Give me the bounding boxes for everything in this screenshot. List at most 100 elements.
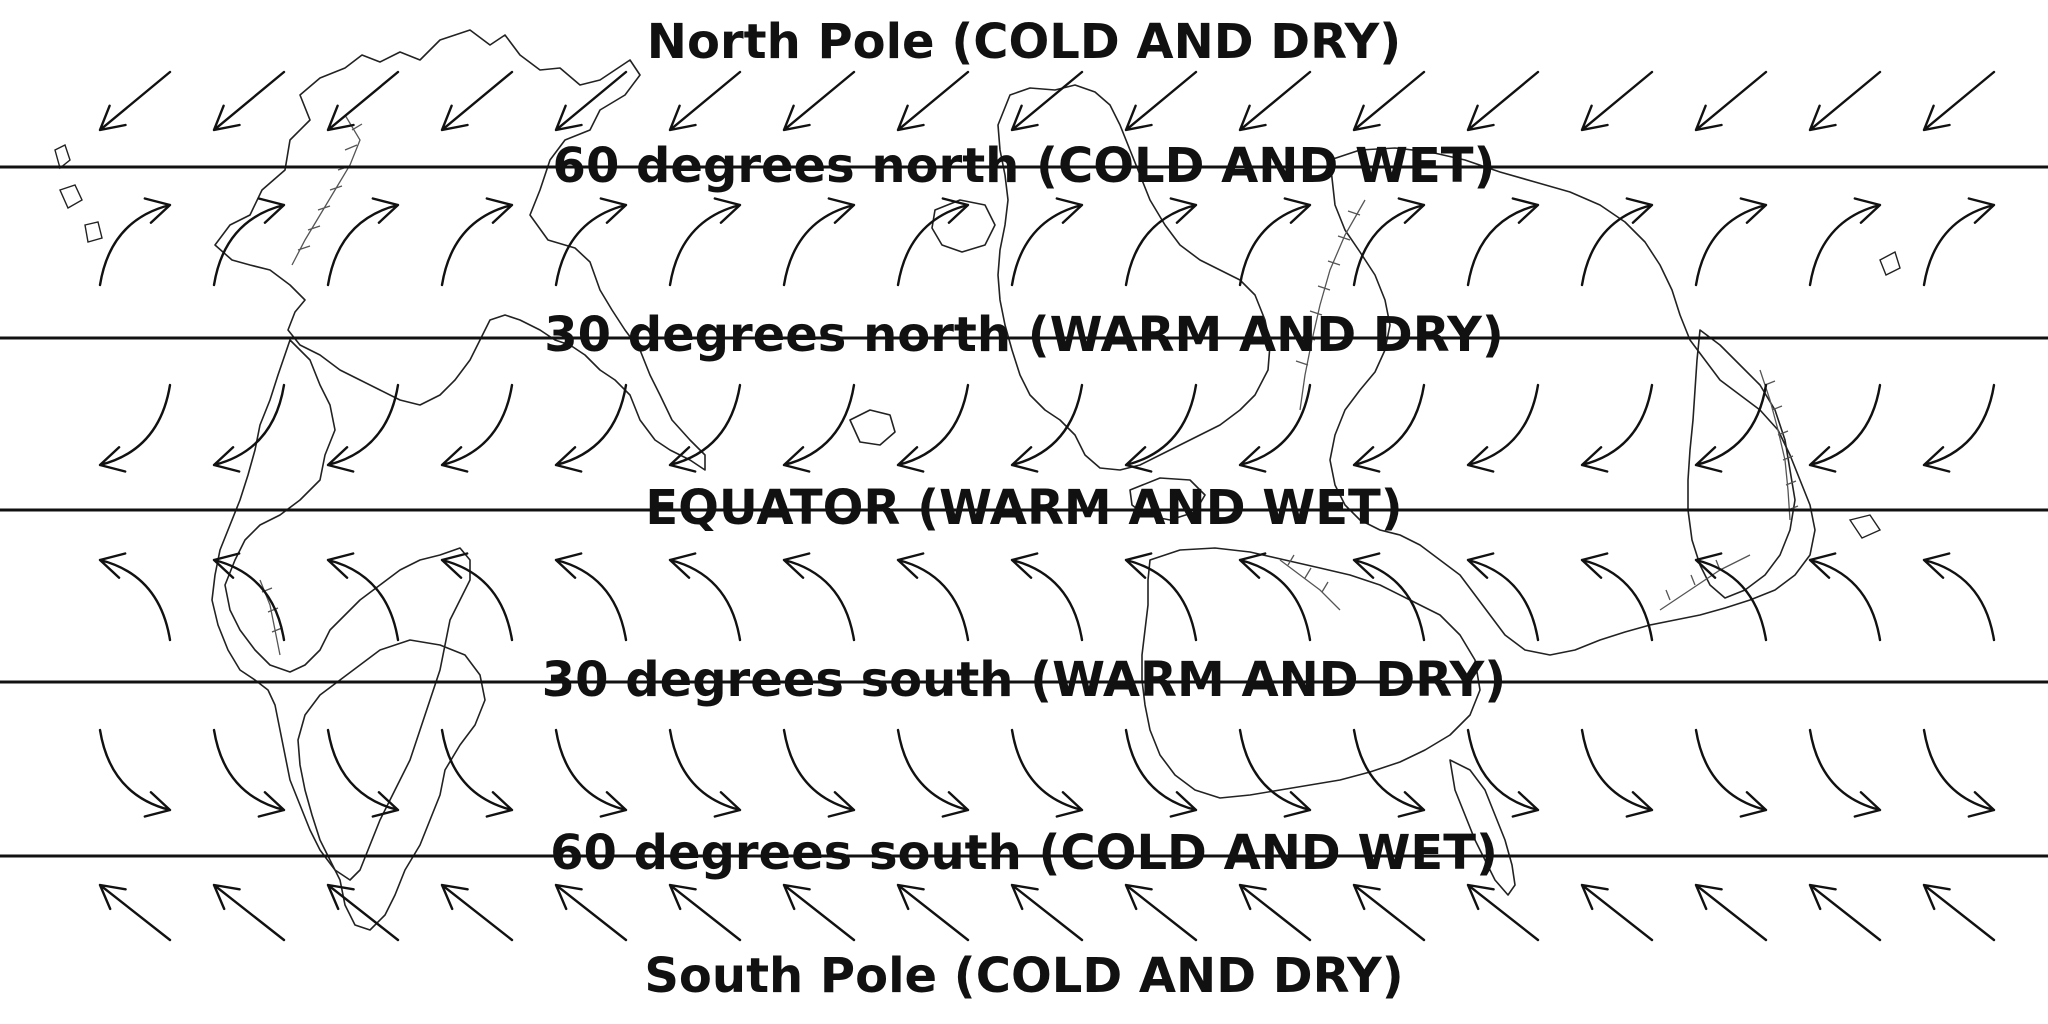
latitude-labels: North Pole (COLD AND DRY) 60 degrees nor… [542, 14, 1506, 1004]
mountains-central [1279, 554, 1341, 611]
wind-arrow-polar-north-15 [1808, 70, 1882, 132]
wind-arrow-tropical-north-13 [1580, 383, 1654, 473]
wind-arrow-tropical-south-0 [98, 552, 172, 642]
wind-arrow-midlatitude-north-14 [1694, 197, 1768, 287]
wind-arrow-polar-north-2 [326, 70, 400, 132]
wind-arrow-midlatitude-north-6 [782, 197, 856, 287]
wind-arrow-tropical-south-9 [1124, 552, 1198, 642]
mountains-far-east [1759, 369, 1799, 521]
wind-arrow-midlatitude-south-15 [1808, 728, 1882, 818]
latitude-lines [0, 165, 2048, 858]
wind-arrows [98, 70, 1996, 942]
wind-arrow-tropical-north-16 [1922, 383, 1996, 473]
wind-arrow-polar-south-2 [326, 883, 400, 942]
equator-label: EQUATOR (WARM AND WET) [645, 480, 1402, 536]
wind-arrow-polar-south-7 [896, 883, 970, 942]
wind-arrow-polar-north-10 [1238, 70, 1312, 132]
wind-arrow-polar-north-6 [782, 70, 856, 132]
wind-arrow-midlatitude-south-11 [1352, 728, 1426, 818]
wind-arrow-polar-north-7 [896, 70, 970, 132]
wind-arrow-midlatitude-south-12 [1466, 728, 1540, 818]
wind-arrow-polar-south-0 [98, 883, 172, 942]
wind-arrow-tropical-north-5 [668, 383, 742, 473]
wind-arrow-polar-south-12 [1466, 883, 1540, 942]
island-central-3 [849, 409, 896, 446]
wind-arrow-midlatitude-south-9 [1124, 728, 1198, 818]
wind-arrow-polar-north-11 [1352, 70, 1426, 132]
wind-arrow-polar-south-14 [1694, 883, 1768, 942]
wind-arrow-polar-south-1 [212, 883, 286, 942]
wind-arrow-polar-south-11 [1352, 883, 1426, 942]
wind-arrow-midlatitude-north-5 [668, 197, 742, 287]
wind-arrow-midlatitude-north-15 [1808, 197, 1882, 287]
wind-arrow-midlatitude-south-7 [896, 728, 970, 818]
mountains-southeast [1659, 554, 1751, 611]
continent-outlines [54, 29, 1901, 931]
continent-south-central [1141, 547, 1481, 799]
wind-arrow-midlatitude-south-3 [440, 728, 514, 818]
wind-arrow-polar-north-0 [98, 70, 172, 132]
wind-arrow-polar-north-12 [1466, 70, 1540, 132]
wind-arrow-polar-north-16 [1922, 70, 1996, 132]
wind-arrow-midlatitude-north-9 [1124, 197, 1198, 287]
wind-arrow-midlatitude-south-8 [1010, 728, 1084, 818]
wind-arrow-tropical-north-15 [1808, 383, 1882, 473]
wind-arrow-midlatitude-north-1 [212, 197, 286, 287]
wind-arrow-midlatitude-south-2 [326, 728, 400, 818]
mountains-east [1295, 199, 1366, 411]
wind-arrow-tropical-south-4 [554, 552, 628, 642]
wind-arrow-midlatitude-south-1 [212, 728, 286, 818]
wind-arrow-tropical-north-10 [1238, 383, 1312, 473]
wind-arrow-tropical-south-11 [1352, 552, 1426, 642]
wind-arrow-polar-south-3 [440, 883, 514, 942]
continent-west-isthmus [211, 339, 471, 881]
wind-arrow-tropical-north-9 [1124, 383, 1198, 473]
wind-arrow-midlatitude-north-0 [98, 197, 172, 287]
wind-arrow-midlatitude-north-7 [896, 197, 970, 287]
wind-arrow-tropical-south-14 [1694, 552, 1768, 642]
island-central-1 [1129, 477, 1206, 521]
sixty-south-label: 60 degrees south (COLD AND WET) [550, 825, 1498, 881]
wind-arrow-tropical-south-10 [1238, 552, 1312, 642]
island-far-west-3 [84, 221, 103, 243]
island-east-1 [1848, 514, 1882, 539]
wind-arrow-tropical-south-16 [1922, 552, 1996, 642]
wind-arrow-midlatitude-south-14 [1694, 728, 1768, 818]
wind-arrow-tropical-north-4 [554, 383, 628, 473]
wind-arrow-midlatitude-north-4 [554, 197, 628, 287]
wind-arrow-midlatitude-south-16 [1922, 728, 1996, 818]
island-east-2 [1879, 250, 1901, 276]
wind-arrow-tropical-north-6 [782, 383, 856, 473]
wind-arrow-tropical-south-5 [668, 552, 742, 642]
wind-arrow-polar-north-9 [1124, 70, 1198, 132]
mountains-west-isthmus [259, 579, 283, 656]
wind-arrow-midlatitude-south-0 [98, 728, 172, 818]
wind-arrow-tropical-north-0 [98, 383, 172, 473]
wind-arrow-polar-north-1 [212, 70, 286, 132]
wind-arrow-polar-south-5 [668, 883, 742, 942]
wind-arrow-midlatitude-south-13 [1580, 728, 1654, 818]
wind-arrow-midlatitude-south-4 [554, 728, 628, 818]
island-far-west-2 [59, 184, 83, 209]
wind-arrow-tropical-north-3 [440, 383, 514, 473]
wind-arrow-polar-south-10 [1238, 883, 1312, 942]
wind-arrow-midlatitude-south-10 [1238, 728, 1312, 818]
wind-arrow-polar-north-5 [668, 70, 742, 132]
wind-arrow-midlatitude-north-13 [1580, 197, 1654, 287]
wind-arrow-tropical-south-6 [782, 552, 856, 642]
wind-arrow-midlatitude-north-12 [1466, 197, 1540, 287]
wind-arrow-tropical-north-14 [1694, 383, 1768, 473]
island-far-west-1 [54, 144, 71, 170]
wind-arrow-polar-north-3 [440, 70, 514, 132]
wind-arrow-midlatitude-north-2 [326, 197, 400, 287]
continent-south-peninsula [1449, 759, 1516, 896]
wind-arrow-midlatitude-north-16 [1922, 197, 1996, 287]
wind-arrow-polar-north-8 [1010, 70, 1084, 132]
north-pole-label: North Pole (COLD AND DRY) [647, 14, 1401, 70]
wind-arrow-polar-north-13 [1580, 70, 1654, 132]
wind-arrow-polar-south-8 [1010, 883, 1084, 942]
mountain-ranges [259, 114, 1799, 656]
wind-arrow-polar-south-15 [1808, 883, 1882, 942]
